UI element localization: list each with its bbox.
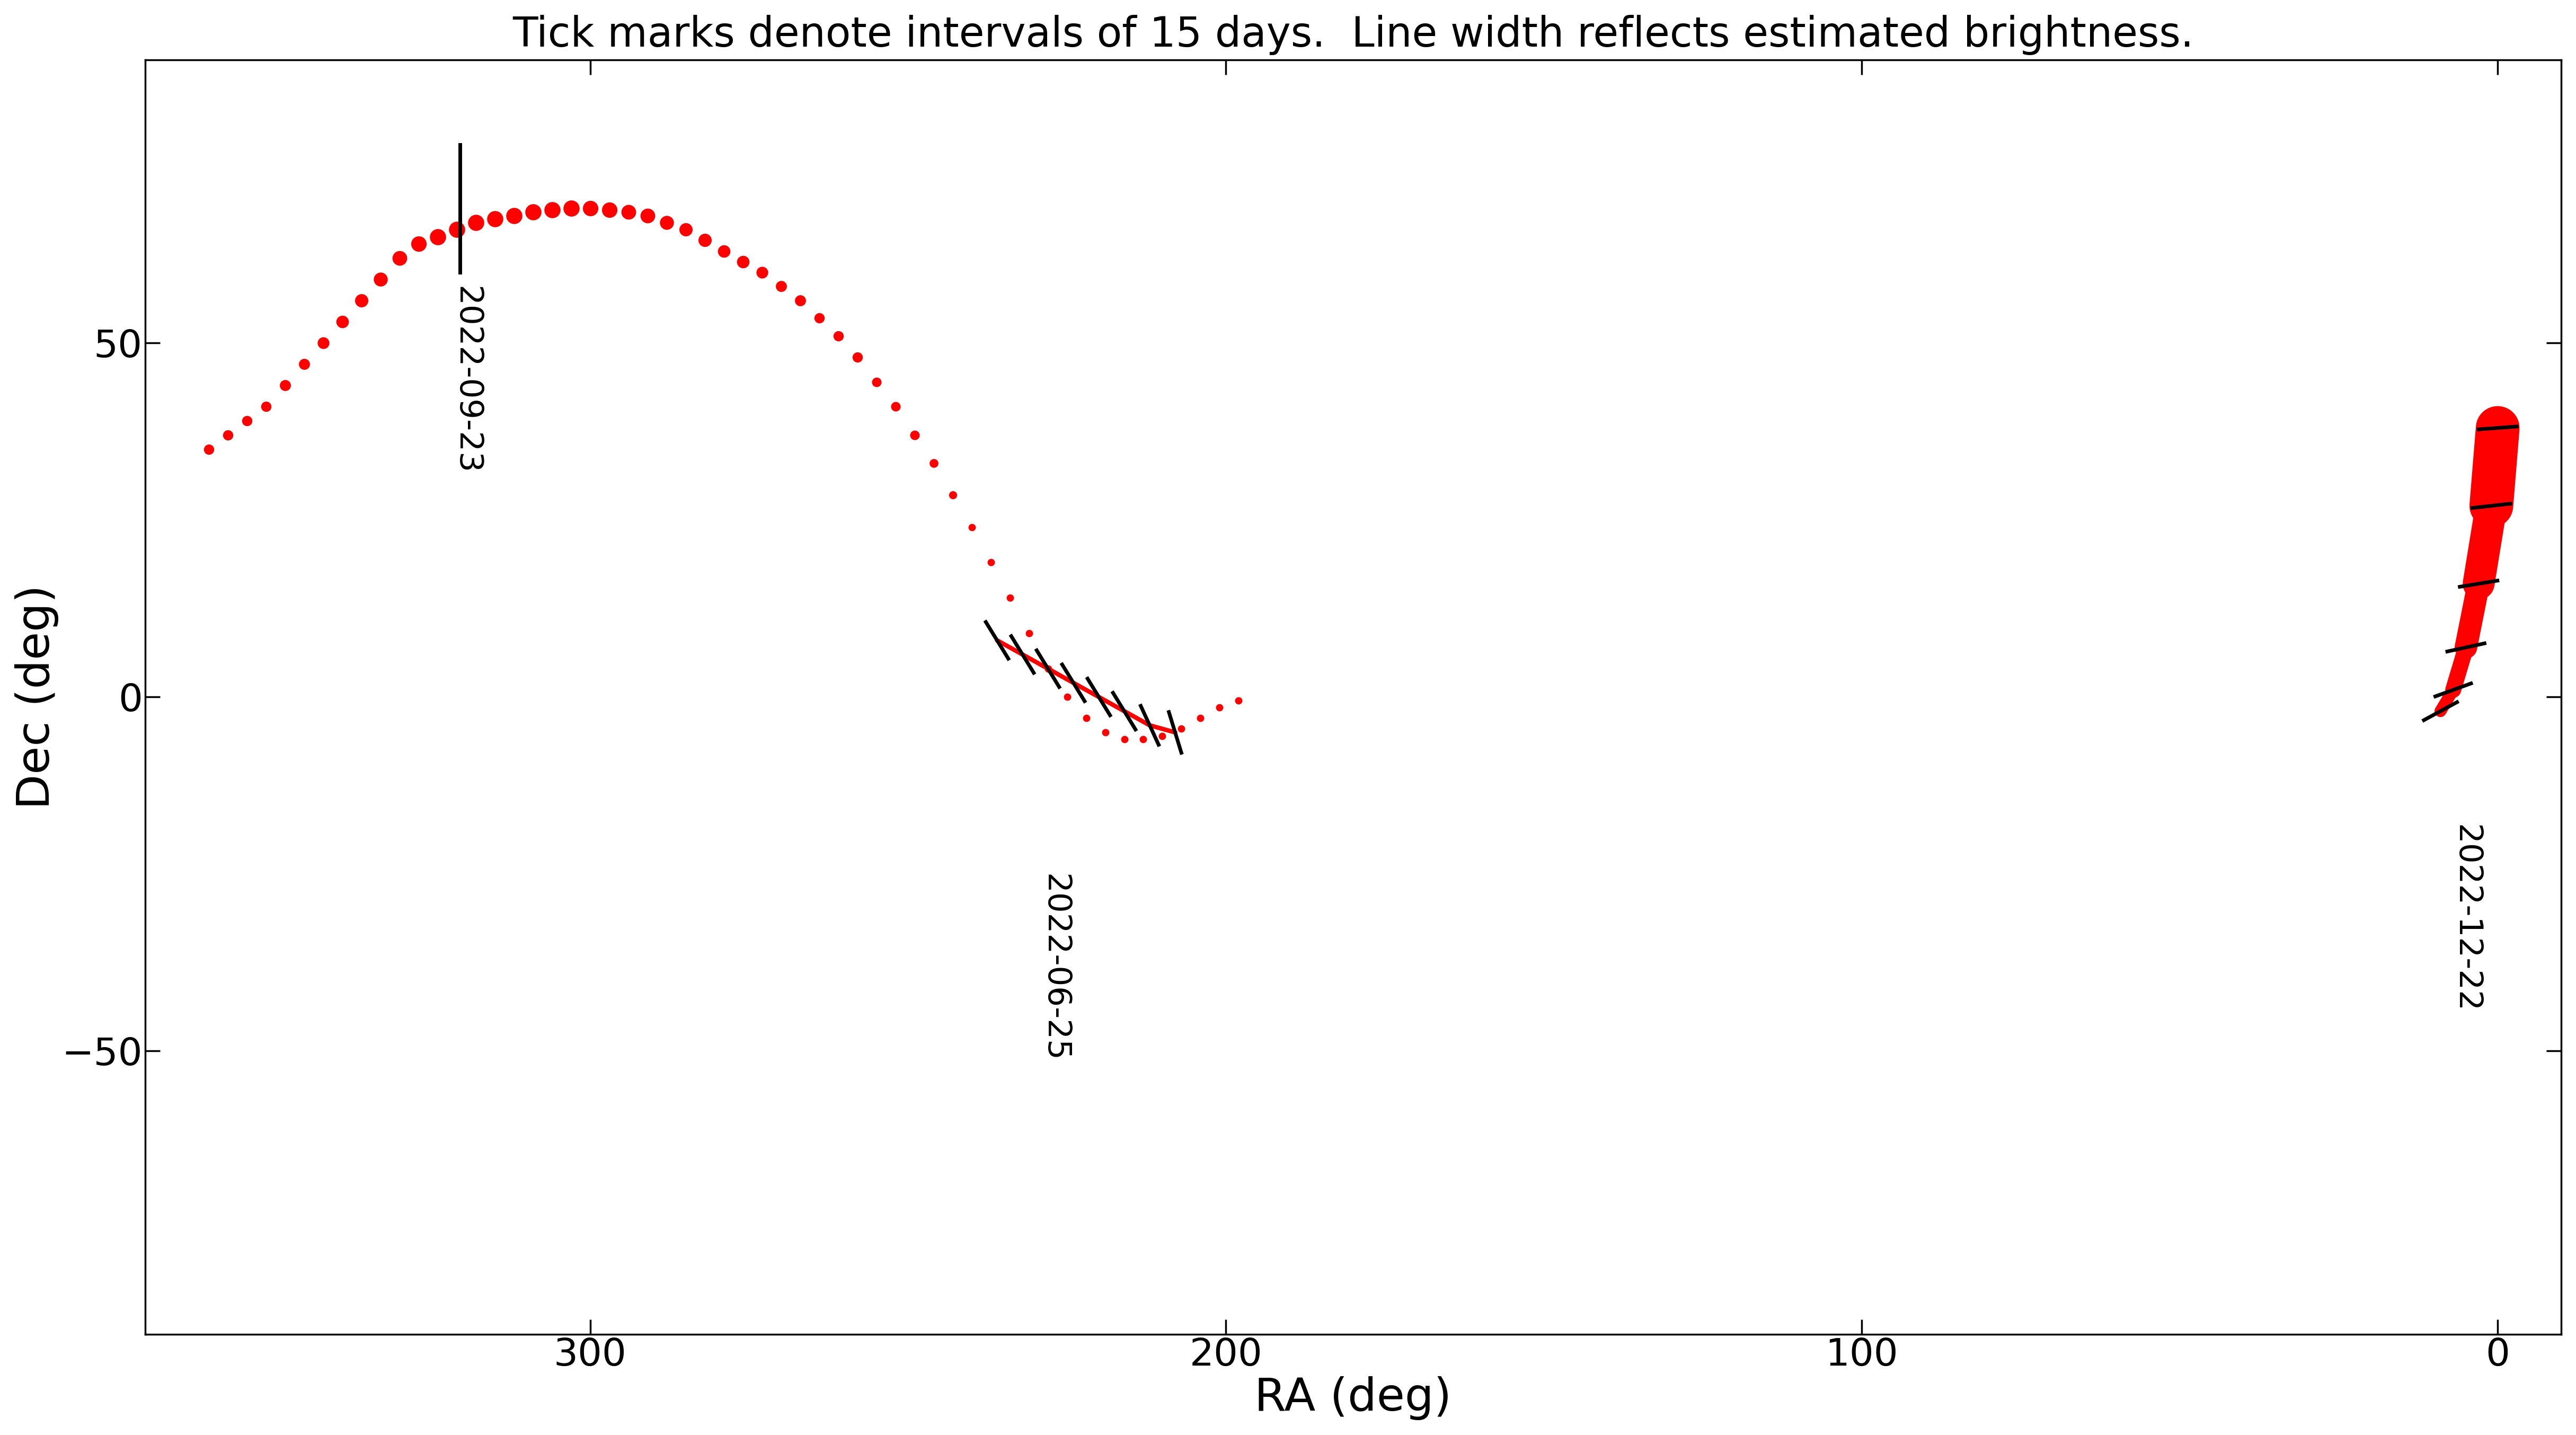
Text: 2022-09-23: 2022-09-23 bbox=[451, 287, 482, 475]
Title: Tick marks denote intervals of 15 days.  Line width reflects estimated brightnes: Tick marks denote intervals of 15 days. … bbox=[513, 14, 2195, 55]
Text: 2022-06-25: 2022-06-25 bbox=[1038, 874, 1069, 1062]
Y-axis label: Dec (deg): Dec (deg) bbox=[15, 584, 59, 809]
Text: 2022-12-22: 2022-12-22 bbox=[2450, 825, 2481, 1013]
X-axis label: RA (deg): RA (deg) bbox=[1255, 1376, 1453, 1421]
